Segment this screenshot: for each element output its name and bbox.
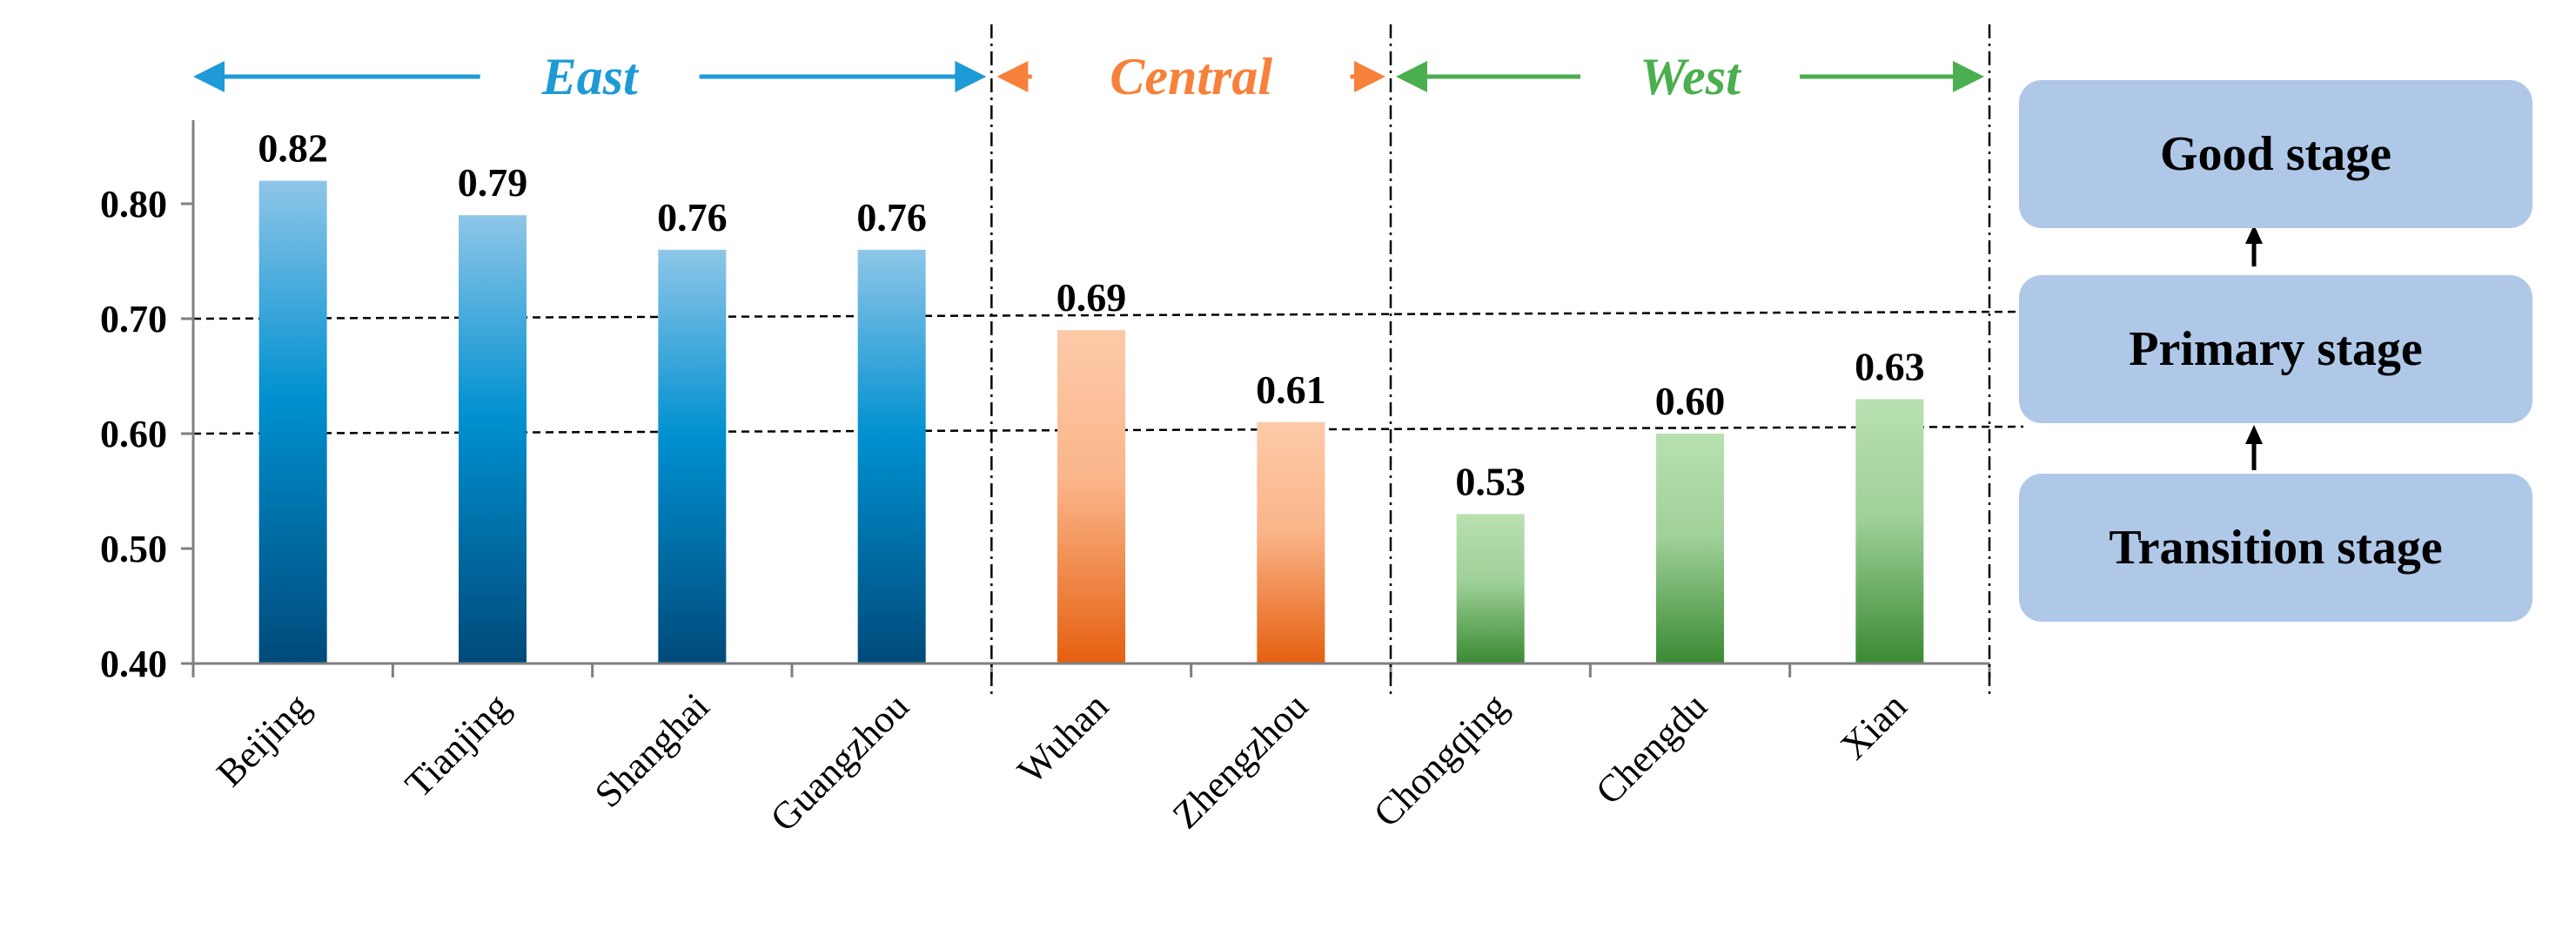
stage-label-transition: Transition stage bbox=[2109, 521, 2443, 575]
bar-xian bbox=[1855, 399, 1924, 663]
region-arrowhead-left-0 bbox=[193, 61, 225, 92]
bar-shanghai bbox=[658, 249, 727, 663]
region-arrowhead-right-2 bbox=[1953, 61, 1984, 92]
bar-chengdu bbox=[1656, 434, 1724, 663]
y-tick-label-3: 0.70 bbox=[100, 298, 167, 340]
data-label-wuhan: 0.69 bbox=[1057, 275, 1127, 320]
stage-label-good: Good stage bbox=[2160, 127, 2392, 181]
bar-zhengzhou bbox=[1257, 421, 1325, 663]
category-label-beijing: Beijing bbox=[208, 684, 318, 794]
bar-guangzhou bbox=[857, 249, 926, 663]
y-tick-label-1: 0.50 bbox=[100, 528, 167, 570]
axes bbox=[181, 120, 1991, 677]
data-label-shanghai: 0.76 bbox=[657, 195, 728, 239]
bar-chongqing bbox=[1456, 514, 1525, 663]
data-label-beijing: 0.82 bbox=[258, 126, 328, 171]
data-label-tianjing: 0.79 bbox=[458, 160, 528, 205]
region-dividers bbox=[990, 24, 1991, 697]
category-label-tianjing: Tianjing bbox=[397, 684, 518, 805]
stage-box-primary: Primary stage bbox=[2019, 275, 2532, 423]
y-tick-label-0: 0.40 bbox=[100, 643, 167, 685]
data-label-zhengzhou: 0.61 bbox=[1256, 367, 1326, 412]
y-tick-label-2: 0.60 bbox=[100, 413, 167, 455]
category-label-chengdu: Chengdu bbox=[1587, 684, 1715, 812]
data-label-guangzhou: 0.76 bbox=[856, 195, 927, 239]
region-label-east: East bbox=[541, 48, 640, 105]
region-arrowhead-left-1 bbox=[996, 61, 1029, 92]
region-label-central: Central bbox=[1110, 48, 1272, 105]
region-arrowhead-right-0 bbox=[955, 61, 987, 92]
y-tick-label-4: 0.80 bbox=[100, 183, 167, 226]
category-label-zhengzhou: Zhengzhou bbox=[1164, 684, 1317, 837]
region-label-west: West bbox=[1640, 48, 1742, 105]
category-labels: Beijing Tianjing Shanghai Guangzhou Wuhan Zhe… bbox=[208, 684, 1915, 839]
stage-box-good: Good stage bbox=[2019, 80, 2532, 228]
region-headers: East Central West bbox=[193, 48, 1984, 105]
bar-beijing bbox=[258, 180, 327, 664]
data-label-chongqing: 0.53 bbox=[1455, 459, 1526, 503]
y-tick-labels: 0.40 0.50 0.60 0.70 0.80 bbox=[100, 183, 167, 685]
region-arrowhead-right-1 bbox=[1354, 61, 1385, 92]
stage-arrowhead-1 bbox=[2245, 225, 2263, 244]
stage-arrows bbox=[2245, 225, 2263, 470]
stage-arrowhead-2 bbox=[2245, 425, 2263, 444]
bar-tianjing bbox=[459, 215, 527, 663]
stage-box-transition: Transition stage bbox=[2019, 474, 2532, 622]
region-arrowhead-left-2 bbox=[1396, 61, 1427, 92]
category-label-chongqing: Chongqing bbox=[1365, 684, 1516, 835]
category-label-wuhan: Wuhan bbox=[1010, 684, 1117, 791]
category-label-shanghai: Shanghai bbox=[587, 684, 717, 815]
bars bbox=[258, 180, 1924, 664]
category-label-guangzhou: Guangzhou bbox=[762, 684, 917, 839]
data-label-xian: 0.63 bbox=[1855, 344, 1925, 388]
data-label-chengdu: 0.60 bbox=[1655, 379, 1726, 423]
data-labels: 0.82 0.79 0.76 0.76 0.69 0.61 0.53 0.60 0.63 bbox=[258, 126, 1924, 504]
category-label-xian: Xian bbox=[1832, 684, 1915, 767]
stage-label-primary: Primary stage bbox=[2129, 322, 2423, 376]
bar-wuhan bbox=[1057, 330, 1125, 663]
